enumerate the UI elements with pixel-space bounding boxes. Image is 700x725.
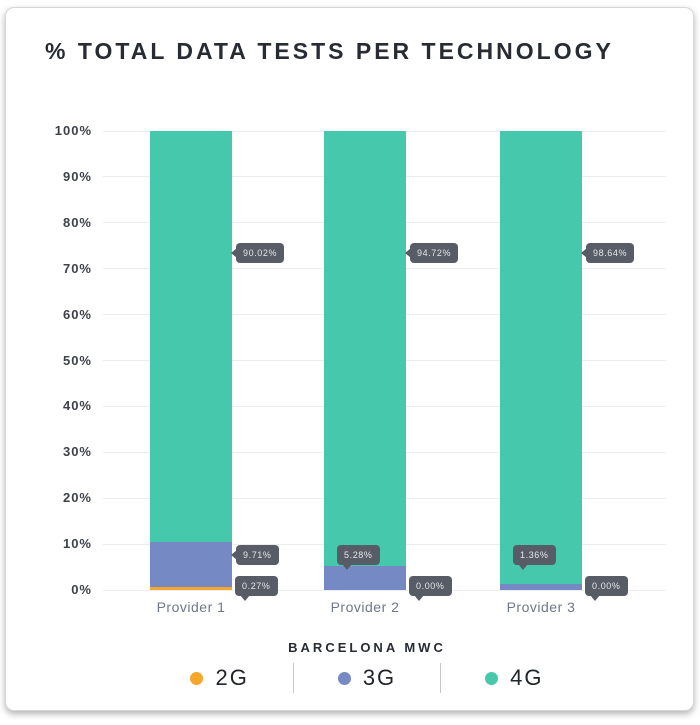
legend-dot-3g-icon: [337, 671, 351, 685]
y-axis-tick-label: 10%: [62, 536, 92, 552]
x-axis-title: BARCELONA MWC: [288, 640, 446, 655]
legend-dot-4g-icon: [485, 671, 499, 685]
x-axis-category-label: Provider 2: [330, 599, 400, 615]
y-axis-tick-label: 100%: [54, 123, 92, 138]
data-label-3g: 1.36%: [513, 545, 556, 570]
data-label-2g: 0.00%: [585, 576, 628, 601]
data-label-2g: 0.27%: [235, 576, 278, 601]
gridline: [103, 589, 666, 591]
data-label-3g: 9.71%: [231, 545, 279, 565]
legend-dot-2g-icon: [190, 671, 204, 685]
data-label-4g: 94.72%: [404, 243, 459, 263]
data-label-4g: 98.64%: [580, 243, 635, 263]
data-label-3g: 5.28%: [337, 545, 380, 570]
legend-divider: [292, 663, 294, 693]
x-axis-category-label: Provider 3: [506, 599, 576, 615]
y-axis-tick-label: 30%: [62, 444, 92, 460]
y-axis-tick-label: 50%: [62, 352, 92, 368]
bar-segment-2g-provider-1[interactable]: [150, 587, 232, 590]
bar-segment-4g-provider-1[interactable]: [150, 131, 232, 543]
data-label-2g: 0.00%: [409, 576, 452, 601]
y-axis-tick-label: 40%: [62, 398, 92, 414]
legend-item-2g[interactable]: 2G: [190, 665, 248, 691]
x-axis-category-label: Provider 1: [156, 599, 226, 615]
y-axis-tick-label: 60%: [62, 306, 92, 322]
legend-item-3g[interactable]: 3G: [337, 665, 397, 691]
bar-segment-3g-provider-2[interactable]: [324, 565, 406, 590]
legend-item-4g[interactable]: 4G: [485, 665, 543, 691]
legend-label-3g: 3G: [362, 665, 397, 690]
y-axis-tick-label: 20%: [62, 490, 92, 506]
chart-title: % TOTAL DATA TESTS PER TECHNOLOGY: [45, 38, 614, 64]
y-axis-tick-label: 80%: [62, 214, 92, 230]
legend-label-2g: 2G: [215, 665, 249, 690]
bar-segment-4g-provider-3[interactable]: [500, 131, 582, 584]
data-label-4g: 90.02%: [230, 243, 285, 263]
legend-divider: [440, 663, 442, 693]
legend: 2G 3G 4G: [34, 660, 700, 696]
bar-segment-4g-provider-2[interactable]: [324, 131, 406, 566]
y-axis-tick-label: 0%: [71, 582, 92, 597]
y-axis-tick-label: 90%: [62, 168, 92, 184]
legend-label-4g: 4G: [510, 665, 544, 690]
bar-segment-3g-provider-1[interactable]: [150, 542, 232, 587]
bar-segment-3g-provider-3[interactable]: [500, 583, 582, 590]
y-axis-tick-label: 70%: [62, 260, 92, 276]
